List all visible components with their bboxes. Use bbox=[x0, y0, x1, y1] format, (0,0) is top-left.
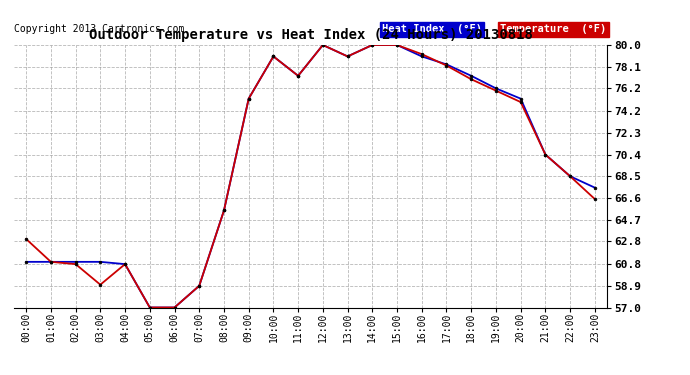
Text: Heat Index  (°F): Heat Index (°F) bbox=[382, 24, 482, 34]
Text: Temperature  (°F): Temperature (°F) bbox=[500, 24, 607, 34]
Text: Copyright 2013 Cartronics.com: Copyright 2013 Cartronics.com bbox=[14, 24, 184, 34]
Title: Outdoor Temperature vs Heat Index (24 Hours) 20130818: Outdoor Temperature vs Heat Index (24 Ho… bbox=[88, 28, 533, 42]
